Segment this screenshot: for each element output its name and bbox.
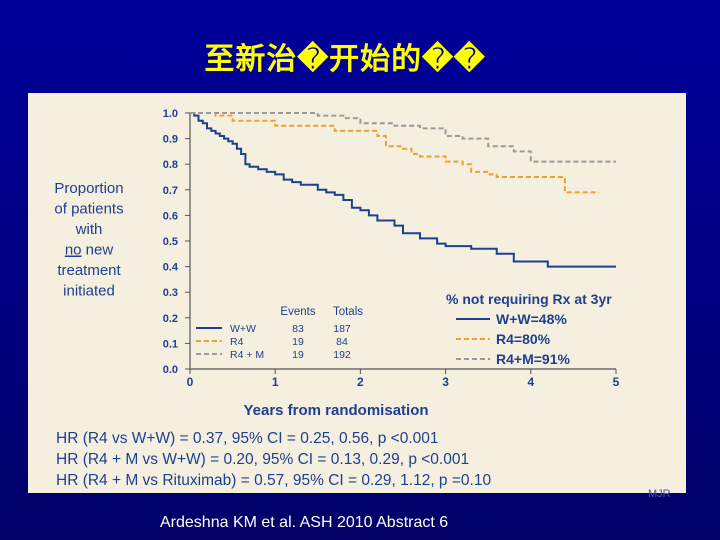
legend-label: W+W (230, 323, 256, 335)
y-tick-label: 0.0 (163, 364, 178, 376)
y-axis-label-line: no new (65, 242, 114, 259)
annotation-box: % not requiring Rx at 3yr W+W=48% R4=80% R4… (446, 291, 612, 367)
y-tick-labels: 0.0 0.1 0.2 0.3 0.4 0.5 0.6 0.7 0.8 0.9 1.0 (163, 108, 179, 376)
x-tick-label: 4 (527, 375, 534, 389)
legend-header: Events (280, 306, 315, 318)
y-axis-label-line: Proportion (54, 180, 123, 197)
km-chart: 0.0 0.1 0.2 0.3 0.4 0.5 0.6 0.7 0.8 0.9 1.0 0 1 2 3 4 5… (54, 108, 620, 419)
y-tick-label: 0.6 (163, 210, 178, 222)
hr-line: HR (R4 + M vs Rituximab) = 0.57, 95% CI … (56, 472, 492, 489)
x-tick-label: 5 (613, 375, 620, 389)
legend-events: 83 (292, 323, 304, 335)
y-axis-label-line: treatment (57, 262, 121, 279)
x-tick-label: 2 (357, 375, 364, 389)
y-tick-label: 0.4 (163, 262, 179, 274)
x-tick-label: 0 (187, 375, 194, 389)
watermark: MJR (648, 488, 671, 500)
x-tick-label: 3 (442, 375, 449, 389)
chart-panel: 0.0 0.1 0.2 0.3 0.4 0.5 0.6 0.7 0.8 0.9 1.0 0 1 2 3 4 5… (28, 93, 686, 493)
legend-totals: 84 (336, 336, 348, 348)
annotation-item: R4=80% (496, 331, 551, 347)
x-axis-label: Years from randomisation (243, 402, 428, 419)
slide-title: 至新治�开始的�� (204, 43, 486, 76)
hr-line: HR (R4 vs W+W) = 0.37, 95% CI = 0.25, 0.… (56, 430, 439, 447)
x-tick-label: 1 (272, 375, 279, 389)
annotation-title: % not requiring Rx at 3yr (446, 291, 612, 307)
citation: Ardeshna KM et al. ASH 2010 Abstract 6 (160, 514, 449, 531)
legend-label: R4 (230, 336, 244, 348)
legend-header: Totals (333, 306, 363, 318)
y-tick-label: 0.9 (163, 134, 178, 146)
y-tick-label: 0.3 (163, 287, 178, 299)
legend-label: R4 + M (230, 349, 264, 361)
y-axis-label: Proportion of patients with no new treatment… (54, 180, 123, 300)
annotation-item: R4+M=91% (496, 351, 570, 367)
y-tick-label: 0.7 (163, 185, 178, 197)
legend-totals: 192 (333, 349, 351, 361)
y-axis-label-line: with (75, 221, 103, 238)
chart-axes (185, 112, 617, 374)
legend-totals: 187 (333, 323, 351, 335)
hazard-ratio-stats: HR (R4 vs W+W) = 0.37, 95% CI = 0.25, 0.… (56, 428, 491, 491)
legend: Events Totals W+W 83 187 R4 19 84 R4 + M 19 192 (196, 306, 363, 361)
y-tick-label: 0.5 (163, 236, 178, 248)
series-line-r4 (190, 112, 599, 194)
y-tick-label: 0.8 (163, 159, 178, 171)
annotation-item: W+W=48% (496, 311, 567, 327)
y-tick-label: 0.1 (163, 338, 178, 350)
x-tick-labels: 0 1 2 3 4 5 (187, 375, 620, 389)
series-line-r4-m (190, 112, 616, 163)
hr-line: HR (R4 + M vs W+W) = 0.20, 95% CI = 0.13… (56, 451, 470, 468)
y-tick-label: 1.0 (163, 108, 178, 120)
y-axis-label-line: initiated (63, 283, 115, 300)
legend-events: 19 (292, 336, 304, 348)
y-tick-label: 0.2 (163, 313, 178, 325)
series-lines (190, 112, 616, 268)
legend-events: 19 (292, 349, 304, 361)
series-line-w-w (190, 112, 616, 268)
y-axis-label-line: of patients (54, 201, 123, 218)
